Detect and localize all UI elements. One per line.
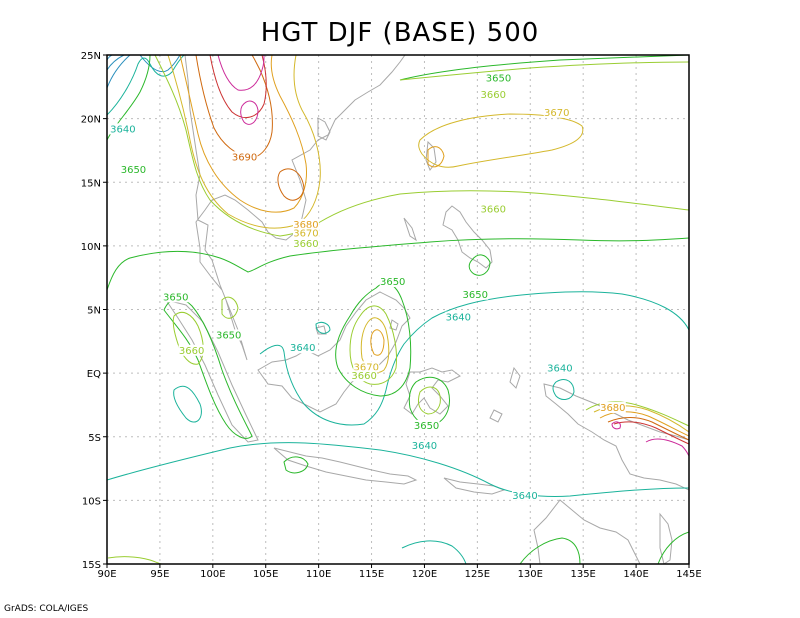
lon-tick-label: 130E bbox=[518, 569, 543, 580]
contour-label-bg bbox=[413, 419, 440, 431]
contour-label: 3670 bbox=[544, 108, 569, 119]
contour-label: 3660 bbox=[179, 346, 204, 357]
contour-label: 3650 bbox=[216, 330, 241, 341]
contour-label: 3660 bbox=[481, 90, 506, 101]
contour-label-bg bbox=[292, 218, 319, 230]
contour-label-bg bbox=[292, 227, 319, 239]
contour-label-bg bbox=[353, 361, 380, 373]
contour-label: 3650 bbox=[486, 73, 511, 84]
contour-label-bg bbox=[511, 489, 538, 501]
contour-label-bg bbox=[546, 362, 573, 374]
contour-label: 3640 bbox=[547, 364, 572, 375]
credit-text: GrADS: COLA/IGES bbox=[4, 604, 89, 614]
contour-label-bg bbox=[292, 237, 319, 249]
lat-tick-label: 20N bbox=[81, 115, 101, 126]
lon-tick-label: 110E bbox=[306, 569, 331, 580]
contour-nw-corner bbox=[107, 55, 125, 71]
contour-label-bg bbox=[162, 291, 189, 303]
contour-label: 3660 bbox=[293, 239, 318, 250]
contour-label: 3640 bbox=[512, 491, 537, 502]
contour-label: 3670 bbox=[293, 229, 318, 240]
contour-3640 bbox=[107, 55, 689, 564]
contour-label: 3640 bbox=[290, 343, 315, 354]
lat-tick-label: 15S bbox=[82, 560, 101, 571]
lon-tick-label: 100E bbox=[200, 569, 225, 580]
lon-tick-label: 95E bbox=[150, 569, 169, 580]
lon-tick-label: 115E bbox=[359, 569, 384, 580]
contour-label-bg bbox=[599, 402, 626, 414]
contour-label: 3640 bbox=[446, 313, 471, 324]
lat-tick-label: 10S bbox=[82, 496, 101, 507]
lat-tick-label: 5S bbox=[88, 433, 101, 444]
lon-tick-label: 120E bbox=[412, 569, 437, 580]
contour-label-bg bbox=[215, 329, 242, 341]
contour-label-bg bbox=[178, 344, 205, 356]
lat-tick-label: 25N bbox=[81, 51, 101, 62]
contour-label: 3680 bbox=[293, 220, 318, 231]
contour-label-bg bbox=[379, 276, 406, 288]
contour-3710 bbox=[217, 55, 689, 457]
contour-label: 3640 bbox=[110, 124, 135, 135]
lon-tick-label: 135E bbox=[570, 569, 595, 580]
contour-label-bg bbox=[480, 203, 507, 215]
lat-tick-label: 10N bbox=[81, 242, 101, 253]
contour-label-bg bbox=[289, 342, 316, 354]
contour-label: 3650 bbox=[121, 165, 146, 176]
contour-label-bg bbox=[480, 88, 507, 100]
lon-tick-label: 105E bbox=[253, 569, 278, 580]
contour-label-bg bbox=[462, 288, 489, 300]
contour-label-bg bbox=[543, 106, 570, 118]
contour-label-bg bbox=[485, 72, 512, 84]
lon-tick-label: 125E bbox=[465, 569, 490, 580]
contour-label: 3670 bbox=[354, 362, 379, 373]
contour-label-bg bbox=[411, 440, 438, 452]
contour-label: 3650 bbox=[163, 292, 188, 303]
contour-3690 bbox=[195, 55, 689, 441]
contour-label: 3650 bbox=[463, 290, 488, 301]
contour-label: 3680 bbox=[600, 403, 625, 414]
contour-label-bg bbox=[120, 164, 147, 176]
lat-tick-label: 15N bbox=[81, 178, 101, 189]
contour-3670 bbox=[167, 55, 689, 433]
contour-label: 3640 bbox=[412, 441, 437, 452]
contour-label: 3650 bbox=[414, 421, 439, 432]
lon-tick-label: 140E bbox=[623, 569, 648, 580]
contour-3630 bbox=[107, 55, 181, 89]
contour-label-bg bbox=[109, 123, 136, 135]
contour-label-bg bbox=[445, 311, 472, 323]
contour-3700 bbox=[209, 55, 689, 445]
lat-tick-label: 5N bbox=[87, 306, 101, 317]
lat-tick-label: EQ bbox=[87, 369, 101, 380]
contour-label: 3660 bbox=[351, 371, 376, 382]
lon-tick-label: 90E bbox=[97, 569, 116, 580]
coastlines bbox=[164, 55, 689, 564]
contour-label: 3660 bbox=[481, 205, 506, 216]
contour-label-bg bbox=[351, 370, 378, 382]
map-title: HGT DJF (BASE) 500 bbox=[260, 18, 540, 48]
contour-label: 3650 bbox=[380, 277, 405, 288]
contour-label: 3690 bbox=[232, 152, 257, 163]
contour-labels: 3650366036703640369036503660368036703660… bbox=[109, 72, 626, 502]
lon-tick-label: 145E bbox=[676, 569, 701, 580]
contour-label-bg bbox=[231, 151, 258, 163]
axis-ticks: 90E 95E 100E 105E 110E 115E 120E 125E 130E 135E 14… bbox=[81, 51, 702, 580]
contour-3680 bbox=[179, 55, 689, 437]
